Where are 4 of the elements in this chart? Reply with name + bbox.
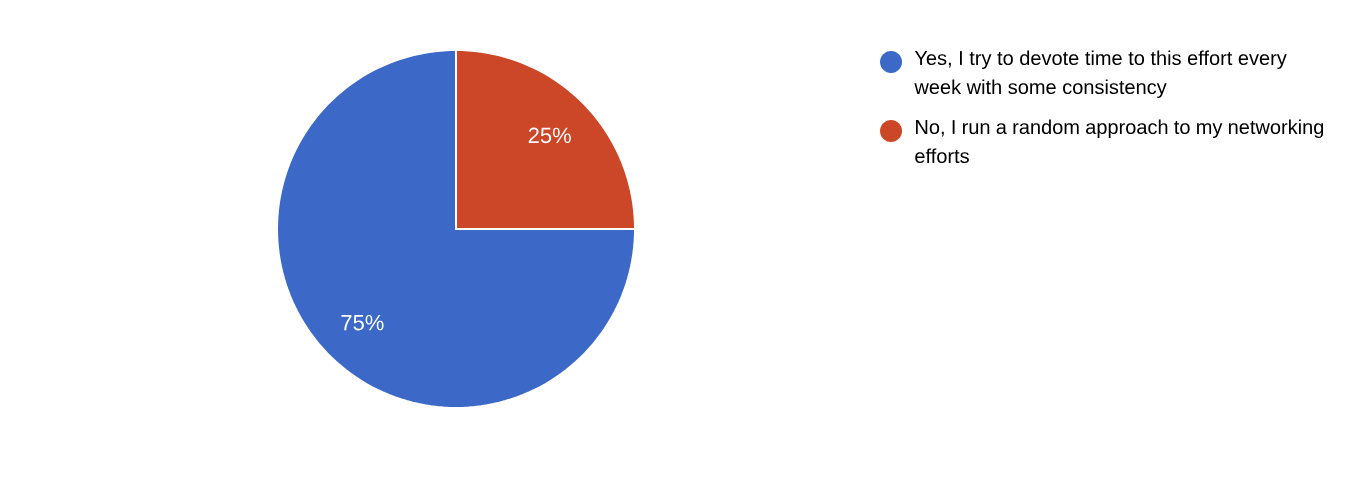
data-label: 25% [528,127,571,144]
legend-label: No, I run a random approach to my networking efforts [915,119,1324,164]
legend-label: Yes, I try to devote time to this effort every week with some consistency [914,50,1287,99]
data-label: 75% [341,314,384,331]
